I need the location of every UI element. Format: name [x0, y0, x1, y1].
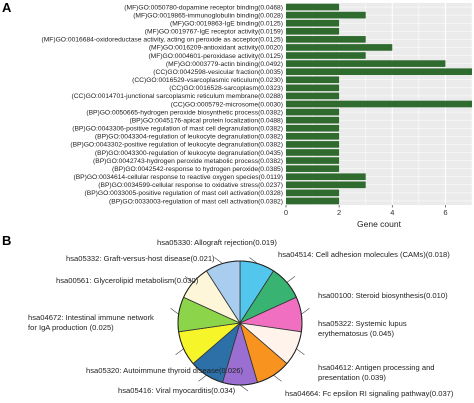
leader-line — [239, 384, 249, 392]
leader-line — [198, 374, 207, 382]
leader-line — [273, 374, 282, 382]
category-label: (BP)GO:0045176-apical protein localizati… — [129, 117, 283, 124]
bar — [286, 133, 340, 140]
slice-label-line: hsa05416: Viral myocarditis(0.034) — [118, 386, 236, 395]
slice-label-line: hsa00100: Steroid biosynthesis(0.010) — [318, 291, 448, 300]
slice-label-line: hsa04514: Cell adhesion molecules (CAMs)… — [278, 250, 450, 259]
bar — [286, 181, 366, 189]
panel-a-label: A — [2, 0, 12, 15]
category-label: (CC)GO:0016528-sarcoplasm(0.0323) — [169, 85, 283, 92]
category-label: (BP)GO:0050665-hydrogen peroxide biosynt… — [86, 109, 283, 116]
x-tick-label: 4 — [390, 208, 394, 217]
x-tick-label: 0 — [284, 208, 288, 217]
bar — [286, 84, 340, 92]
bar — [286, 27, 340, 35]
bar — [286, 76, 340, 84]
category-label: (BP)GO:0034614-cellular response to reac… — [73, 174, 283, 181]
bar — [286, 68, 472, 75]
pie-outline — [177, 260, 303, 386]
slice-label: hsa05330: Allograft rejection(0.019) — [157, 238, 277, 247]
slice-label: hsa05320: Autoimmune thyroid disease(0.0… — [86, 366, 244, 375]
slice-label: hsa05322: Systemic lupus erythematosus (0… — [318, 319, 407, 338]
bar — [286, 149, 340, 156]
slice-label: hsa05416: Viral myocarditis(0.034) — [118, 386, 236, 395]
slice-label-line: for IgA production (0.025) — [28, 323, 114, 332]
leader-line — [286, 276, 296, 283]
bar — [286, 124, 340, 132]
slice-label-line: hsa05330: Allograft rejection(0.019) — [157, 238, 277, 247]
bar — [286, 173, 366, 181]
bar — [286, 3, 340, 11]
slice-label: hsa04672: Intestinal immune network for I… — [28, 313, 154, 332]
bar — [286, 197, 340, 205]
bar — [286, 19, 340, 27]
leader-line — [175, 348, 184, 356]
category-label: (BP)GO:0034599-cellular response to oxid… — [98, 182, 283, 189]
category-label: (BP)GO:0033005-positive regulation of ma… — [85, 190, 284, 197]
bar — [286, 165, 340, 172]
slice-label: hsa04514: Cell adhesion molecules (CAMs)… — [278, 250, 450, 259]
x-tick-label: 6 — [443, 208, 447, 217]
slice-label: hsa04612: Antigen processing and presenta… — [318, 363, 435, 382]
slice-label-line: hsa05320: Autoimmune thyroid disease(0.0… — [86, 366, 244, 375]
slice-label: hsa04664: Fc epsilon RI signaling pathwa… — [285, 389, 454, 398]
bar — [286, 157, 340, 164]
bar — [286, 141, 340, 148]
slice-label-line: hsa05322: Systemic lupus — [318, 319, 407, 328]
category-label: (MF)GO:0003779-actin binding(0.0492) — [166, 61, 283, 68]
bar — [286, 52, 366, 59]
slice-label-line: hsa05332: Graft-versus-host disease(0.02… — [66, 254, 215, 263]
category-label: (CC)GO:0042598-vesicular fraction(0.0035… — [153, 69, 283, 76]
category-label: (MF)GO:0019865-immunoglobulin binding(0.… — [133, 12, 283, 19]
x-tick-label: 2 — [337, 208, 341, 217]
leader-line — [249, 257, 258, 264]
category-label: (BP)GO:0043306-positive regulation of ma… — [72, 126, 283, 133]
pie-chart: hsa05330: Allograft rejection(0.019)hsa0… — [28, 238, 454, 398]
category-label: (BP)GO:0033003-regulation of mast cell a… — [109, 198, 283, 205]
bar — [286, 60, 446, 67]
category-label: (BP)GO:0042743-hydrogen peroxide metabol… — [93, 158, 283, 165]
category-label: (MF)GO:0019767-IgE receptor activity(0.0… — [145, 29, 283, 36]
category-label: (BP)GO:0042542-response to hydrogen pero… — [112, 166, 283, 173]
slice-label-line: hsa04612: Antigen processing and — [318, 363, 435, 372]
bar — [286, 92, 340, 100]
bar — [286, 100, 472, 108]
slice-label-line: erythematosus (0.045) — [318, 329, 394, 338]
slice-label: hsa05332: Graft-versus-host disease(0.02… — [66, 254, 215, 263]
category-label: (BP)GO:0043302-positive regulation of le… — [70, 142, 283, 149]
category-label: (MF)GO:0004601-peroxidase activity(0.012… — [148, 53, 283, 60]
category-label: (CC)GO:0016529-vsarcoplasmic reticulum(0… — [132, 77, 283, 84]
leader-line — [301, 307, 310, 315]
leader-line — [184, 276, 194, 283]
bar-chart: (MF)GO:0050780-dopamine receptor binding… — [42, 3, 473, 229]
bar — [286, 11, 366, 19]
leader-line — [214, 257, 223, 264]
category-label: (BP)GO:0043300-regulation of leukocyte d… — [95, 150, 283, 157]
leader-line — [296, 348, 305, 356]
slice-label: hsa00100: Steroid biosynthesis(0.010) — [318, 291, 448, 300]
category-label: (MF)GO:0016684-oxidoreductase activity, … — [42, 37, 284, 44]
bar — [286, 108, 340, 116]
slice-label: hsa00561: Glycerolipid metabolism(0.030) — [56, 276, 199, 285]
bar — [286, 189, 340, 197]
slice-label-line: hsa04664: Fc epsilon RI signaling pathwa… — [285, 389, 454, 398]
slice-label-line: hsa04672: Intestinal immune network — [28, 313, 154, 322]
category-label: (CC)GO:0014701-junctional sarcoplasmic r… — [72, 93, 284, 100]
bar — [286, 44, 393, 51]
category-label: (MF)GO:0016209-antioxidant activity(0.00… — [149, 45, 283, 52]
category-label: (CC)GO:0005792-microsome(0.0030) — [171, 101, 283, 108]
slice-label-line: presentation (0.039) — [318, 373, 386, 382]
x-axis-label: Gene count — [357, 219, 402, 229]
panel-b-label: B — [2, 233, 11, 248]
leader-line — [170, 307, 179, 315]
category-label: (BP)GO:0043304-regulation of leukocyte d… — [95, 134, 283, 141]
category-label: (MF)GO:0050780-dopamine receptor binding… — [124, 4, 283, 11]
bar — [286, 116, 340, 124]
slice-label-line: hsa00561: Glycerolipid metabolism(0.030) — [56, 276, 199, 285]
bar — [286, 36, 366, 43]
category-label: (MF)GO:0019863-IgE binding(0.0125) — [170, 21, 283, 28]
